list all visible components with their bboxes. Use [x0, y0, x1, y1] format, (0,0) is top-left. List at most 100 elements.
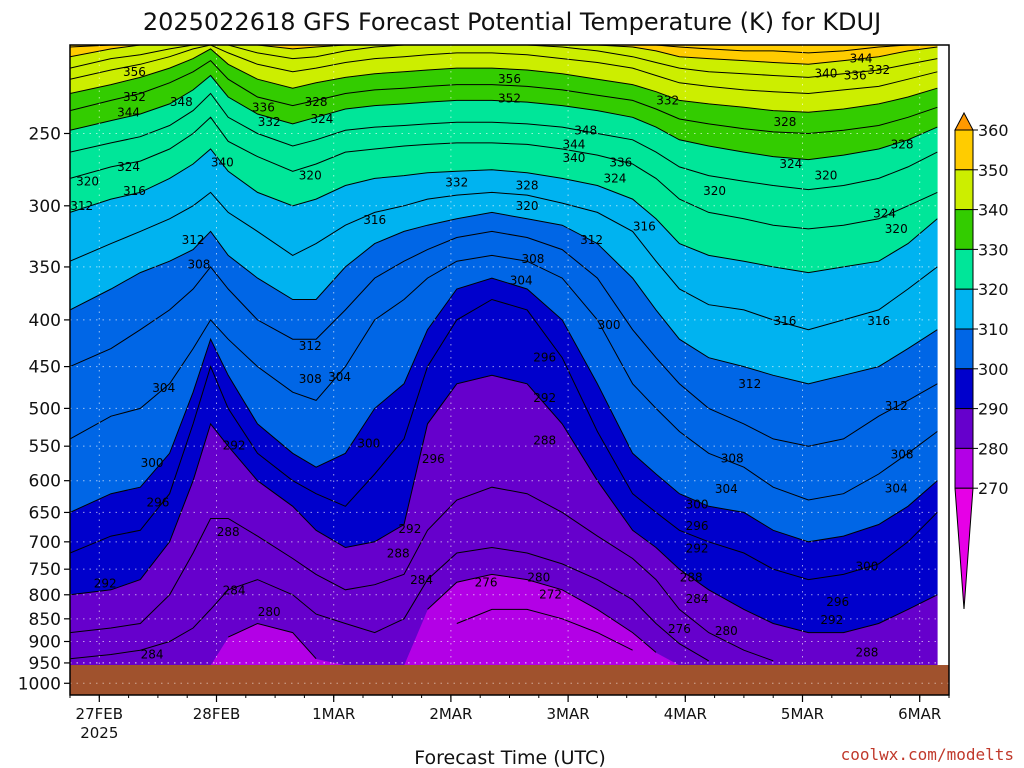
colorbar-box: [954, 447, 974, 489]
x-tick-label: 1MAR: [312, 705, 355, 723]
color-filled-bands: [70, 45, 938, 666]
colorbar-label: 340: [978, 201, 1009, 220]
contour-label: 288: [680, 571, 703, 585]
contour-label: 356: [123, 65, 146, 79]
isentrope-352: [70, 45, 938, 65]
y-tick-label: 950: [29, 654, 61, 674]
contour-label: 292: [398, 522, 421, 536]
contour-label: 348: [574, 123, 597, 137]
contour-label: 300: [598, 318, 621, 332]
y-tick-label: 800: [29, 586, 61, 606]
x-tick-label: 5MAR: [781, 705, 824, 723]
contour-label: 324: [873, 207, 896, 221]
contour-label: 276: [668, 622, 691, 636]
colorbar-box: [954, 209, 974, 250]
contour-label: 300: [357, 436, 380, 450]
contour-label: 316: [123, 184, 146, 198]
contour-label: 336: [844, 69, 867, 83]
contour-label: 280: [715, 624, 738, 638]
contour-label: 332: [867, 63, 890, 77]
contour-label: 336: [252, 100, 275, 114]
y-tick-label: 350: [29, 258, 61, 278]
y-tick-label: 750: [29, 560, 61, 580]
isentrope-304: [70, 254, 938, 501]
contour-label: 320: [703, 184, 726, 198]
y-tick-label: 400: [29, 311, 61, 331]
contour-label: 344: [563, 137, 586, 151]
y-tick-label: 250: [29, 124, 61, 144]
contour-label: 332: [656, 93, 679, 107]
isentrope-336: [70, 59, 938, 135]
contour-label: 280: [527, 571, 550, 585]
contour-label: 316: [363, 213, 386, 227]
contour-label: 304: [885, 482, 908, 496]
contour-label: 308: [721, 451, 744, 465]
isentrope-276: [456, 608, 633, 651]
contour-label: 336: [609, 156, 632, 170]
y-tick-label: 850: [29, 610, 61, 630]
contour-label: 320: [76, 174, 99, 188]
contour-label: 352: [498, 92, 521, 106]
x-tick-label: 27FEB: [76, 705, 123, 723]
y-tick-label: 700: [29, 533, 61, 553]
contour-label: 308: [521, 252, 544, 266]
contour-label: 288: [217, 525, 240, 539]
contour-label: 328: [891, 137, 914, 151]
contour-label: 304: [328, 370, 351, 384]
contour-label: 324: [117, 160, 140, 174]
x-tick-sublabel: 2025: [80, 724, 118, 742]
contour-label: 292: [686, 542, 709, 556]
y-tick-label: 900: [29, 632, 61, 652]
contour-label: 284: [410, 573, 433, 587]
contour-label: 328: [773, 115, 796, 129]
y-tick-label: 500: [29, 399, 61, 419]
contour-label: 344: [850, 52, 873, 66]
y-axis: 2503003504004505005506006507007508008509…: [18, 124, 70, 694]
ground-layer: [70, 662, 949, 695]
isentrope-328: [70, 92, 938, 191]
contour-label: 312: [182, 233, 205, 247]
contour-label: 304: [510, 273, 533, 287]
contour-label: 300: [856, 560, 879, 574]
colorbar-extend-min: [954, 487, 974, 610]
contour-label: 304: [152, 381, 175, 395]
contour-label: 356: [498, 72, 521, 86]
contour-label: 324: [779, 157, 802, 171]
contour-label: 324: [604, 171, 627, 185]
contour-label: 324: [311, 112, 334, 126]
isentrope-348: [70, 45, 938, 78]
contour-label: 320: [516, 199, 539, 213]
contour-label: 280: [258, 605, 281, 619]
contour-label: 296: [686, 519, 709, 533]
isentrope-292: [70, 374, 938, 634]
contour-label: 316: [633, 219, 656, 233]
ground-fill: [70, 665, 949, 695]
contour-label: 320: [885, 222, 908, 236]
contour-label: 292: [820, 613, 843, 627]
contour-label: 276: [475, 576, 498, 590]
contour-label: 344: [117, 105, 140, 119]
contour-label: 296: [146, 496, 169, 510]
isentrope-308: [70, 230, 938, 447]
colorbar-box: [954, 169, 974, 211]
contour-label: 332: [258, 115, 281, 129]
contour-label: 288: [533, 433, 556, 447]
isentrope-320: [70, 148, 938, 274]
y-tick-label: 450: [29, 358, 61, 378]
contour-label: 320: [814, 169, 837, 183]
isentrope-300: [70, 277, 938, 543]
contour-label: 296: [533, 351, 556, 365]
colorbar-label: 330: [978, 240, 1009, 259]
contour-label: 300: [141, 456, 164, 470]
chart-title: 2025022618 GFS Forecast Potential Temper…: [143, 8, 881, 36]
contour-label: 296: [826, 595, 849, 609]
contour-label: 292: [223, 438, 246, 452]
contour-label: 312: [738, 377, 761, 391]
contour-label: 284: [223, 583, 246, 597]
isentrope-280: [227, 573, 657, 660]
contour-label: 272: [539, 587, 562, 601]
isentrope-340: [70, 48, 938, 113]
contour-label: 316: [773, 314, 796, 328]
